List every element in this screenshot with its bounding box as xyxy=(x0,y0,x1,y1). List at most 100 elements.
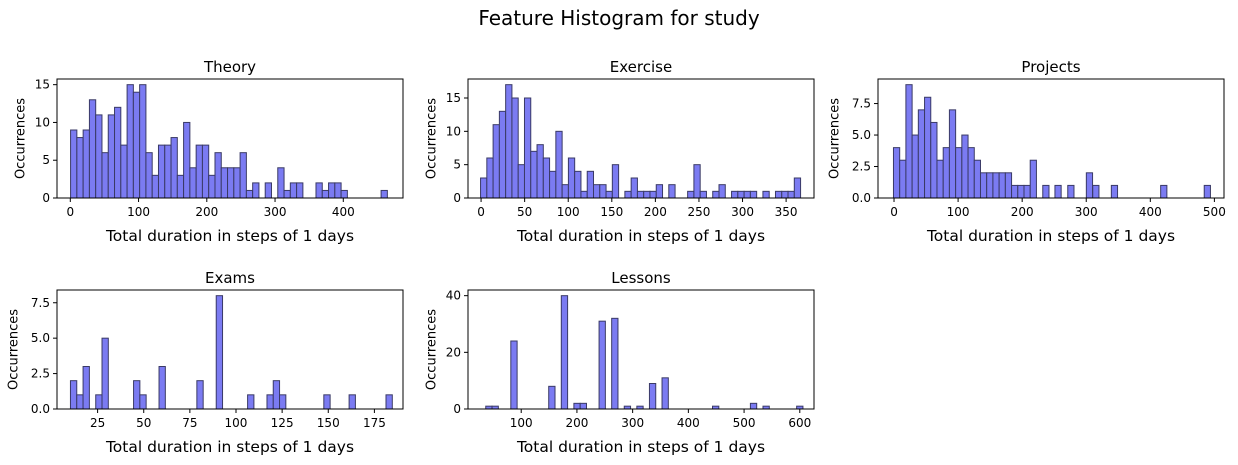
axes-frame xyxy=(877,78,1225,199)
histogram-bar xyxy=(1017,184,1025,199)
histogram-bar xyxy=(247,394,255,410)
histogram-bar xyxy=(158,366,166,410)
histogram-bar xyxy=(498,110,507,199)
histogram-bar xyxy=(731,190,739,199)
histogram-bar xyxy=(979,172,988,199)
histogram-bar xyxy=(272,380,281,410)
histogram-bar xyxy=(264,182,272,199)
x-tick-label: 75 xyxy=(182,416,197,430)
histogram-bar xyxy=(151,174,159,199)
histogram-bar xyxy=(749,190,758,199)
histogram-bar xyxy=(530,150,538,199)
x-tick-label: 125 xyxy=(271,416,294,430)
histogram-bar xyxy=(737,190,745,199)
y-tick-label: 0.0 xyxy=(31,402,50,416)
histogram-bar xyxy=(1203,184,1211,199)
histogram-bar xyxy=(101,152,109,199)
histogram-bar xyxy=(348,394,356,410)
histogram-bar xyxy=(220,167,229,199)
histogram-bar xyxy=(774,190,783,199)
x-tick-label: 200 xyxy=(195,205,218,219)
histogram-bar xyxy=(76,137,84,199)
x-tick-label: 500 xyxy=(1203,205,1226,219)
histogram-bar xyxy=(139,84,147,199)
histogram-bar xyxy=(643,190,651,199)
histogram-bar xyxy=(561,184,569,199)
histogram-bar xyxy=(743,190,751,199)
x-tick-label: 300 xyxy=(1075,205,1098,219)
y-tick-label: 7.5 xyxy=(31,296,50,310)
histogram-bar xyxy=(215,295,224,410)
histogram-bar xyxy=(1042,184,1050,199)
histogram-bar xyxy=(132,91,141,199)
histogram-bar xyxy=(648,383,657,410)
y-tick-label: 15 xyxy=(446,91,461,105)
x-tick-label: 50 xyxy=(136,416,151,430)
histogram-bar xyxy=(911,134,919,199)
y-tick-label: 5.0 xyxy=(852,128,871,142)
histogram-bar xyxy=(133,380,141,410)
histogram-bar xyxy=(82,366,90,410)
histogram-bar xyxy=(1029,159,1037,199)
histogram-bar xyxy=(511,97,519,199)
histogram-bar xyxy=(510,340,518,410)
x-axis-label: Total duration in steps of 1 days xyxy=(926,227,1175,245)
x-tick-label: 400 xyxy=(677,416,700,430)
histogram-bar xyxy=(289,182,298,199)
x-tick-label: 350 xyxy=(775,205,798,219)
histogram-bar xyxy=(208,174,216,199)
histogram-bar xyxy=(630,177,638,199)
histogram-bar xyxy=(948,109,957,199)
histogram-bar xyxy=(195,144,203,199)
histogram-panel-projects: 0 100 200 300 400 500 0.0 2.5 5.0 7.5 Projects Tota… xyxy=(827,58,1225,245)
histogram-bar xyxy=(905,84,913,199)
histogram-bar xyxy=(1023,184,1031,199)
x-tick-label: 200 xyxy=(1011,205,1034,219)
histogram-bar xyxy=(586,170,595,199)
histogram-bar xyxy=(252,182,260,199)
histogram-bar xyxy=(95,394,103,410)
histogram-bar xyxy=(145,152,153,199)
histogram-bar xyxy=(101,337,109,410)
histogram-bar xyxy=(917,109,926,199)
histogram-bar xyxy=(668,184,676,199)
y-axis-label: Occurrences xyxy=(6,309,21,390)
panel-title: Exams xyxy=(205,269,255,287)
histogram-bar xyxy=(549,170,557,199)
y-tick-label: 40 xyxy=(446,289,461,303)
histogram-bar xyxy=(82,129,90,199)
y-axis-label: Occurrences xyxy=(827,98,842,179)
histogram-bar xyxy=(70,129,78,199)
histogram-bar xyxy=(340,189,348,199)
histogram-bar xyxy=(712,190,720,199)
histogram-bar xyxy=(279,394,287,410)
histogram-bar xyxy=(560,295,569,410)
histogram-bar xyxy=(157,144,166,199)
histogram-bar xyxy=(277,167,285,199)
histogram-bar xyxy=(523,97,532,199)
y-tick-label: 2.5 xyxy=(31,367,50,381)
histogram-bar xyxy=(164,144,172,199)
histogram-bar xyxy=(787,190,795,199)
histogram-panel-lessons: 100 200 300 400 500 600 0 20 40 Lessons Total dura… xyxy=(425,269,815,456)
histogram-bar xyxy=(661,377,669,410)
histogram-bar xyxy=(120,144,128,199)
histogram-bar xyxy=(573,402,581,410)
histogram-bar xyxy=(998,172,1006,199)
histogram-bar xyxy=(385,394,393,410)
axes-frame xyxy=(467,289,815,410)
histogram-bar xyxy=(227,167,235,199)
y-tick-label: 10 xyxy=(446,124,461,138)
x-axis-label: Total duration in steps of 1 days xyxy=(105,438,354,456)
histogram-bar xyxy=(323,394,331,410)
histogram-bar xyxy=(961,134,969,199)
x-tick-label: 400 xyxy=(332,205,355,219)
histogram-bar xyxy=(266,394,274,410)
histogram-bar xyxy=(321,189,330,199)
x-tick-label: 100 xyxy=(510,416,533,430)
x-tick-label: 100 xyxy=(557,205,580,219)
x-tick-label: 400 xyxy=(1139,205,1162,219)
x-axis-label: Total duration in steps of 1 days xyxy=(105,227,354,245)
histogram-bar xyxy=(126,84,134,199)
histogram-bar xyxy=(555,130,563,199)
